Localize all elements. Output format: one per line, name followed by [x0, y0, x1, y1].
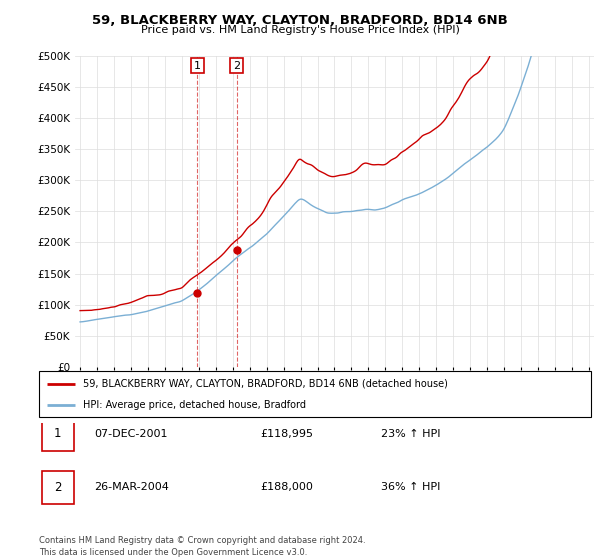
Text: 1: 1: [194, 60, 201, 71]
Text: 2: 2: [233, 60, 240, 71]
FancyBboxPatch shape: [42, 471, 74, 504]
Text: £118,995: £118,995: [260, 429, 313, 439]
Text: 36% ↑ HPI: 36% ↑ HPI: [381, 483, 440, 492]
Text: 1: 1: [54, 427, 62, 440]
Text: 23% ↑ HPI: 23% ↑ HPI: [381, 429, 441, 439]
Text: 59, BLACKBERRY WAY, CLAYTON, BRADFORD, BD14 6NB (detached house): 59, BLACKBERRY WAY, CLAYTON, BRADFORD, B…: [83, 379, 448, 389]
FancyBboxPatch shape: [42, 417, 74, 450]
Text: Contains HM Land Registry data © Crown copyright and database right 2024.
This d: Contains HM Land Registry data © Crown c…: [39, 536, 365, 557]
Text: 07-DEC-2001: 07-DEC-2001: [94, 429, 168, 439]
FancyBboxPatch shape: [39, 371, 591, 417]
Text: Price paid vs. HM Land Registry's House Price Index (HPI): Price paid vs. HM Land Registry's House …: [140, 25, 460, 35]
Text: 26-MAR-2004: 26-MAR-2004: [94, 483, 169, 492]
Text: HPI: Average price, detached house, Bradford: HPI: Average price, detached house, Brad…: [83, 400, 306, 410]
Text: 59, BLACKBERRY WAY, CLAYTON, BRADFORD, BD14 6NB: 59, BLACKBERRY WAY, CLAYTON, BRADFORD, B…: [92, 14, 508, 27]
Text: £188,000: £188,000: [260, 483, 313, 492]
Text: 2: 2: [54, 481, 62, 494]
